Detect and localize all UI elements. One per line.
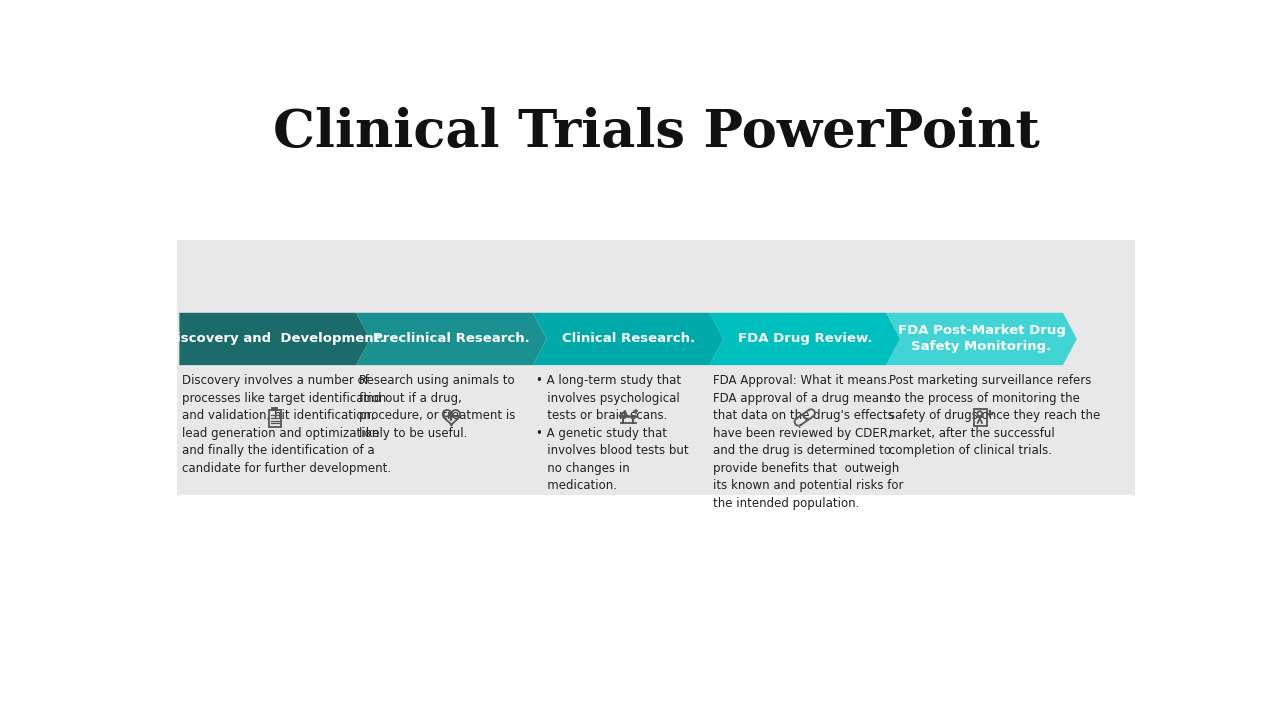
Polygon shape: [356, 312, 547, 365]
Bar: [273, 408, 278, 410]
Bar: [177, 240, 1135, 495]
Polygon shape: [532, 312, 723, 365]
Bar: [269, 410, 280, 427]
Polygon shape: [179, 312, 370, 365]
Text: Clinical Research.: Clinical Research.: [562, 333, 695, 346]
Text: Discovery and  Development.: Discovery and Development.: [165, 333, 385, 346]
Polygon shape: [709, 312, 900, 365]
Text: Discovery involves a number of
processes like target identification
and validati: Discovery involves a number of processes…: [183, 374, 392, 475]
Text: Preclinical Research.: Preclinical Research.: [372, 333, 530, 346]
Text: Research using animals to
find out if a drug,
procedure, or treatment is
likely : Research using animals to find out if a …: [360, 374, 516, 440]
Text: Post marketing surveillance refers
to the process of monitoring the
safety of dr: Post marketing surveillance refers to th…: [890, 374, 1101, 457]
Polygon shape: [886, 312, 1076, 365]
Text: Clinical Trials PowerPoint: Clinical Trials PowerPoint: [273, 107, 1039, 158]
Text: FDA Approval: What it means.
FDA approval of a drug means
that data on the drug': FDA Approval: What it means. FDA approva…: [713, 374, 904, 510]
Text: FDA Post-Market Drug
Safety Monitoring.: FDA Post-Market Drug Safety Monitoring.: [897, 325, 1065, 354]
Text: FDA Drug Review.: FDA Drug Review.: [737, 333, 872, 346]
Text: • A long-term study that
   involves psychological
   tests or brain scans.
• A : • A long-term study that involves psycho…: [536, 374, 689, 492]
Bar: [974, 410, 987, 426]
